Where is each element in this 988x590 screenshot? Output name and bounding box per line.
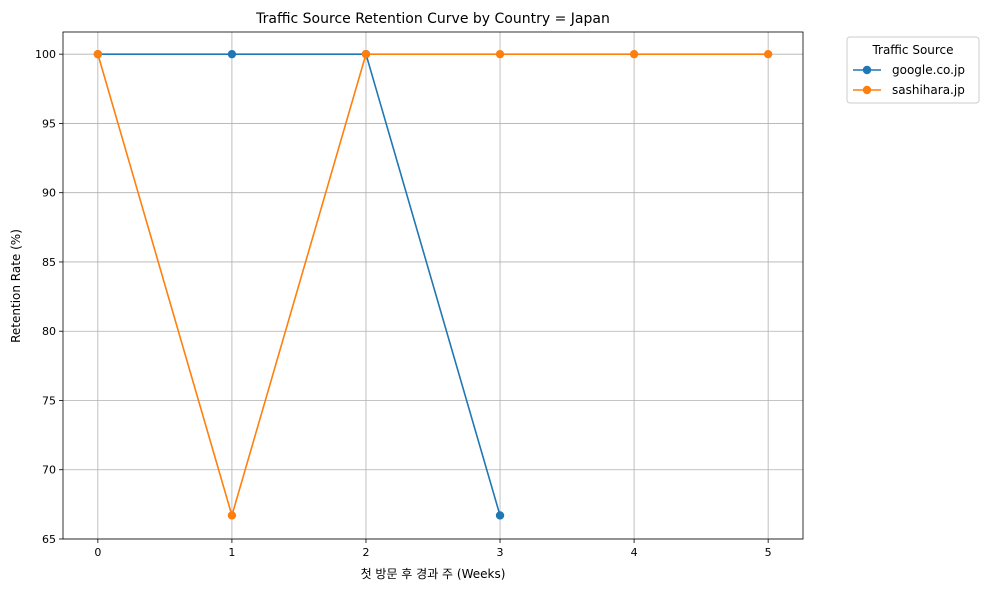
data-point bbox=[227, 49, 237, 59]
series-line bbox=[97, 53, 501, 516]
legend-label: sashihara.jp bbox=[892, 83, 965, 97]
chart-title: Traffic Source Retention Curve by Countr… bbox=[255, 11, 610, 27]
x-tick-label: 2 bbox=[362, 546, 369, 559]
x-tick-label: 3 bbox=[497, 546, 504, 559]
series-sashihara-jp bbox=[93, 49, 773, 520]
legend-box bbox=[846, 36, 980, 104]
x-tick-label: 0 bbox=[94, 546, 101, 559]
data-point bbox=[361, 49, 371, 59]
y-tick-label: 100 bbox=[35, 48, 56, 61]
legend-label: google.co.jp bbox=[892, 63, 965, 77]
x-tick-label: 4 bbox=[631, 546, 638, 559]
legend-entry: sashihara.jp bbox=[853, 83, 965, 97]
legend-marker bbox=[862, 65, 872, 75]
y-tick-label: 70 bbox=[42, 464, 56, 477]
x-tick-label: 5 bbox=[765, 546, 772, 559]
series-line bbox=[97, 53, 769, 517]
legend: Traffic Source google.co.jp sashihara.jp bbox=[846, 36, 980, 104]
x-axis: 0 1 2 3 4 5 bbox=[94, 539, 772, 559]
y-axis: 65 70 75 80 85 90 95 100 bbox=[35, 48, 63, 546]
data-point bbox=[495, 511, 505, 520]
legend-marker bbox=[862, 85, 872, 95]
y-tick-label: 85 bbox=[42, 256, 56, 269]
y-tick-label: 80 bbox=[42, 325, 56, 338]
data-point bbox=[93, 49, 103, 59]
y-tick-label: 65 bbox=[42, 533, 56, 546]
y-tick-label: 75 bbox=[42, 394, 56, 407]
data-point bbox=[495, 49, 505, 59]
legend-entry: google.co.jp bbox=[853, 63, 965, 77]
y-tick-label: 95 bbox=[42, 117, 56, 130]
x-tick-label: 1 bbox=[228, 546, 235, 559]
x-axis-label: 첫 방문 후 경과 주 (Weeks) bbox=[361, 567, 506, 581]
plot-frame bbox=[62, 31, 804, 540]
data-point bbox=[227, 511, 237, 520]
data-point bbox=[763, 49, 773, 59]
data-point bbox=[629, 49, 639, 59]
series-layer bbox=[93, 49, 773, 520]
legend-title: Traffic Source bbox=[871, 43, 953, 57]
y-tick-label: 90 bbox=[42, 187, 56, 200]
y-axis-label: Retention Rate (%) bbox=[9, 229, 23, 343]
